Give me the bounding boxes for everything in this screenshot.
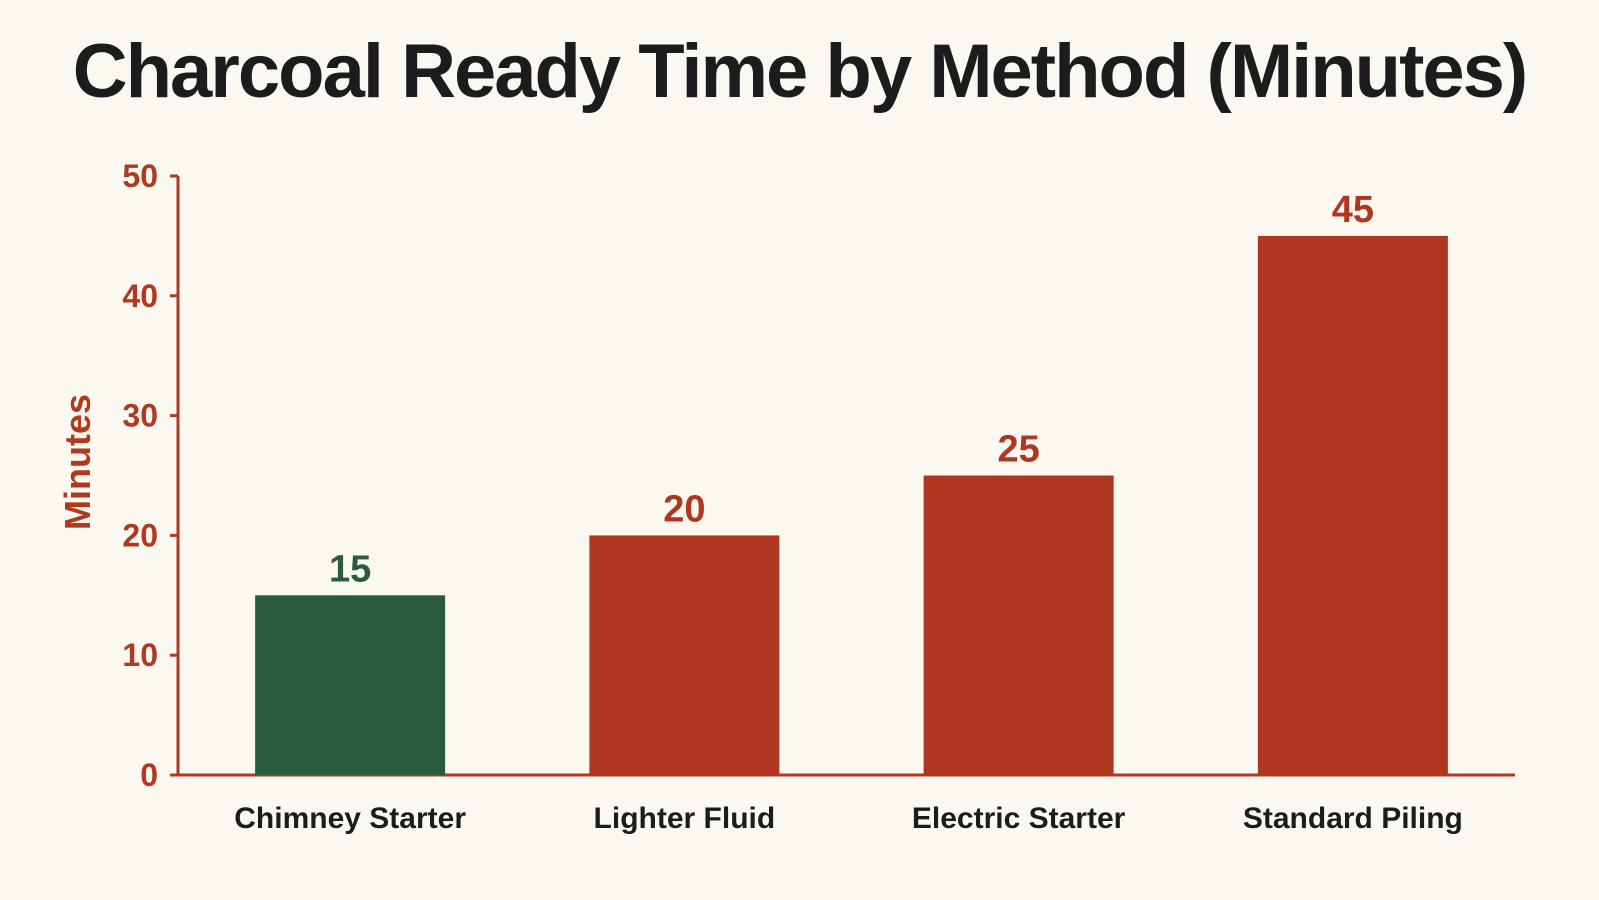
bar-value-label: 20 <box>663 488 705 530</box>
bar <box>589 535 780 775</box>
bar-value-label: 45 <box>1332 189 1374 231</box>
category-label: Electric Starter <box>912 802 1126 835</box>
y-tick-label: 40 <box>122 278 158 314</box>
y-tick-label: 10 <box>122 637 158 673</box>
bar <box>255 595 446 775</box>
y-axis-title: Minutes <box>57 394 98 530</box>
bar <box>1257 235 1448 775</box>
bar-value-label: 15 <box>329 548 371 590</box>
y-tick-label: 0 <box>140 757 158 793</box>
category-label: Lighter Fluid <box>594 802 776 835</box>
category-label: Standard Piling <box>1243 802 1463 835</box>
y-tick-label: 20 <box>122 517 158 553</box>
chart-title: Charcoal Ready Time by Method (Minutes) <box>72 29 1529 114</box>
category-label: Chimney Starter <box>234 802 466 835</box>
bar <box>923 475 1114 775</box>
y-tick-label: 30 <box>122 398 158 434</box>
y-tick-label: 50 <box>122 158 158 194</box>
bar-value-label: 25 <box>997 429 1039 471</box>
